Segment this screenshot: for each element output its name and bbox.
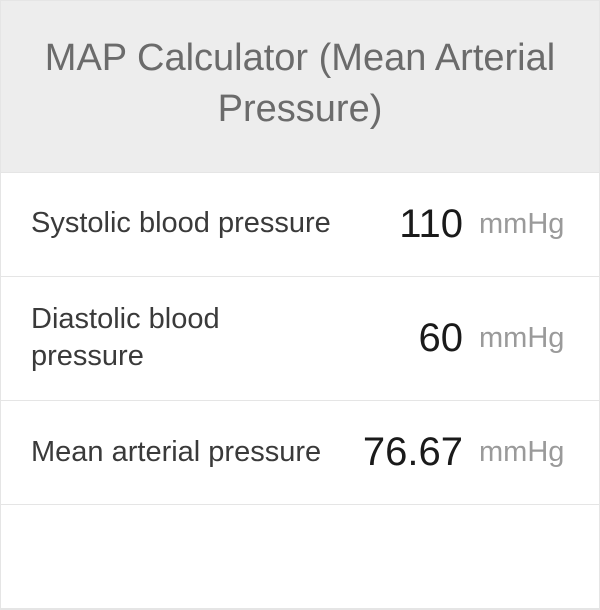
diastolic-unit[interactable]: mmHg xyxy=(479,322,569,355)
output-row-map: Mean arterial pressure 76.67 mmHg xyxy=(1,401,599,505)
map-label: Mean arterial pressure xyxy=(31,434,339,472)
systolic-label: Systolic blood pressure xyxy=(31,205,339,243)
map-unit[interactable]: mmHg xyxy=(479,436,569,469)
diastolic-input[interactable]: 60 xyxy=(339,316,479,361)
map-output[interactable]: 76.67 xyxy=(339,430,479,475)
systolic-unit[interactable]: mmHg xyxy=(479,208,569,241)
partial-row xyxy=(1,505,599,609)
input-row-diastolic: Diastolic blood pressure 60 mmHg xyxy=(1,277,599,401)
page-title: MAP Calculator (Mean Arterial Pressure) xyxy=(41,33,559,136)
diastolic-label: Diastolic blood pressure xyxy=(31,301,339,376)
calculator-header: MAP Calculator (Mean Arterial Pressure) xyxy=(1,1,599,173)
systolic-input[interactable]: 110 xyxy=(339,202,479,247)
calculator-container: MAP Calculator (Mean Arterial Pressure) … xyxy=(0,0,600,610)
input-row-systolic: Systolic blood pressure 110 mmHg xyxy=(1,173,599,277)
